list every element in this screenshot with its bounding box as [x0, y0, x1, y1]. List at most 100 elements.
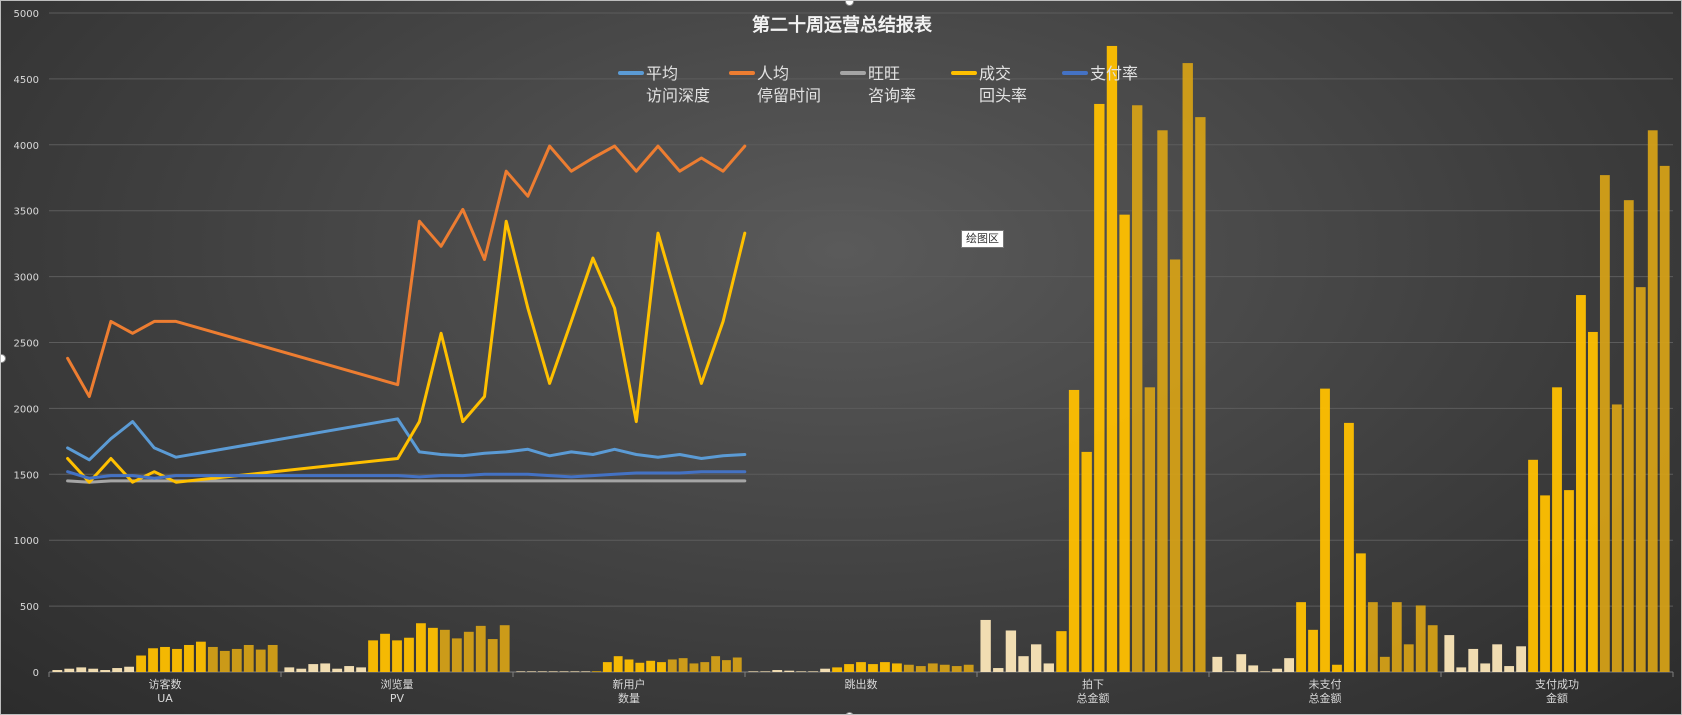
- legend-item-pay-rate[interactable]: 支付率: [1062, 63, 1173, 107]
- bar: [1403, 644, 1414, 672]
- resize-handle-top[interactable]: [845, 1, 854, 6]
- bar: [368, 640, 378, 672]
- y-tick-label: 4500: [14, 75, 39, 86]
- y-tick-label: 4000: [14, 141, 39, 152]
- legend[interactable]: 平均 访问深度 人均 停留时间 旺旺 咨询率 成交 回头率 支付率: [618, 63, 1173, 107]
- legend-item-avg-depth[interactable]: 平均 访问深度: [618, 63, 729, 107]
- bar: [1659, 165, 1670, 672]
- y-tick-label: 2500: [14, 339, 39, 350]
- bar: [1415, 605, 1426, 672]
- resize-handle-left[interactable]: [1, 354, 6, 363]
- bar: [356, 667, 367, 672]
- bar: [868, 664, 878, 672]
- y-tick-label: 2000: [14, 404, 39, 415]
- bar: [1528, 459, 1538, 672]
- series-line: [66, 470, 747, 480]
- legend-item-repeat-rate[interactable]: 成交 回头率: [951, 63, 1062, 107]
- bar: [1195, 117, 1206, 672]
- bar: [1182, 63, 1193, 673]
- legend-swatch-avg-depth: [618, 70, 644, 75]
- bar: [463, 631, 474, 672]
- bar: [1144, 387, 1156, 672]
- bar: [1018, 656, 1029, 672]
- bar: [993, 668, 1004, 672]
- bar: [1332, 664, 1342, 672]
- bar: [1355, 553, 1366, 672]
- x-tick-label-line2: 金额: [1546, 691, 1568, 705]
- bar: [689, 663, 699, 672]
- bar: [332, 668, 343, 672]
- bar: [711, 656, 721, 672]
- bar: [308, 664, 319, 672]
- bar: [1367, 602, 1378, 672]
- bar: [1320, 388, 1330, 672]
- series-line: [66, 219, 747, 484]
- axes: 0 500 1000 1500 2000 2500 3000 3500 4000 4500 5000…: [14, 9, 1674, 705]
- bar: [939, 664, 950, 672]
- bar: [52, 670, 63, 672]
- bar: [160, 646, 170, 672]
- bar: [1587, 331, 1598, 672]
- bar: [548, 671, 558, 672]
- grid-lines: [49, 12, 1673, 673]
- y-tick-label: 3500: [14, 207, 39, 218]
- bar: [1308, 629, 1318, 672]
- bar: [1635, 287, 1646, 672]
- legend-swatch-stay-time: [729, 70, 755, 75]
- bar: [1132, 105, 1143, 672]
- bar: [100, 670, 111, 672]
- bar: [451, 638, 462, 672]
- bar: [267, 644, 278, 672]
- legend-label-line2: 停留时间: [757, 86, 822, 105]
- x-tick-label-line2: PV: [390, 692, 405, 705]
- bar: [392, 640, 402, 672]
- bar: [832, 667, 842, 672]
- bar: [219, 650, 230, 672]
- x-tick-label: 拍下: [1082, 677, 1104, 691]
- bar: [1005, 630, 1017, 672]
- bar: [963, 664, 974, 672]
- legend-swatch-ww-rate: [840, 70, 866, 75]
- bar: [808, 671, 819, 672]
- bar: [1492, 644, 1503, 672]
- y-tick-label: 1500: [14, 470, 39, 481]
- bar: [172, 648, 182, 672]
- bar: [255, 649, 266, 672]
- bar: [700, 662, 710, 672]
- y-tick-label: 0: [33, 668, 39, 679]
- series-line: [66, 144, 747, 398]
- bar: [1623, 200, 1634, 672]
- bar: [772, 670, 783, 672]
- bar: [1043, 663, 1054, 672]
- bar: [1456, 667, 1467, 672]
- bar: [915, 666, 926, 672]
- bar: [891, 663, 902, 672]
- legend-swatch-pay-rate: [1062, 70, 1088, 75]
- bar: [1611, 404, 1622, 672]
- bar: [796, 671, 807, 672]
- bar: [1540, 495, 1550, 672]
- bar: [1056, 631, 1067, 672]
- legend-item-stay-time[interactable]: 人均 停留时间: [729, 63, 840, 107]
- legend-label-line2: 咨询率: [868, 86, 917, 105]
- bar: [570, 671, 580, 672]
- bar: [903, 664, 914, 672]
- bar: [927, 663, 938, 672]
- bar: [856, 662, 866, 672]
- bar: [475, 625, 486, 672]
- bar: [427, 627, 438, 672]
- bar: [1094, 103, 1105, 672]
- bar: [1030, 644, 1042, 672]
- bar: [76, 667, 87, 672]
- bar: [1468, 648, 1479, 672]
- legend-item-ww-rate[interactable]: 旺旺 咨询率: [840, 63, 951, 107]
- bar: [1212, 656, 1223, 672]
- legend-label: 成交: [979, 64, 1012, 83]
- legend-label: 人均: [757, 64, 790, 83]
- bar: [559, 671, 569, 672]
- bar: [1068, 389, 1080, 672]
- bar: [64, 668, 75, 672]
- bar: [678, 658, 688, 672]
